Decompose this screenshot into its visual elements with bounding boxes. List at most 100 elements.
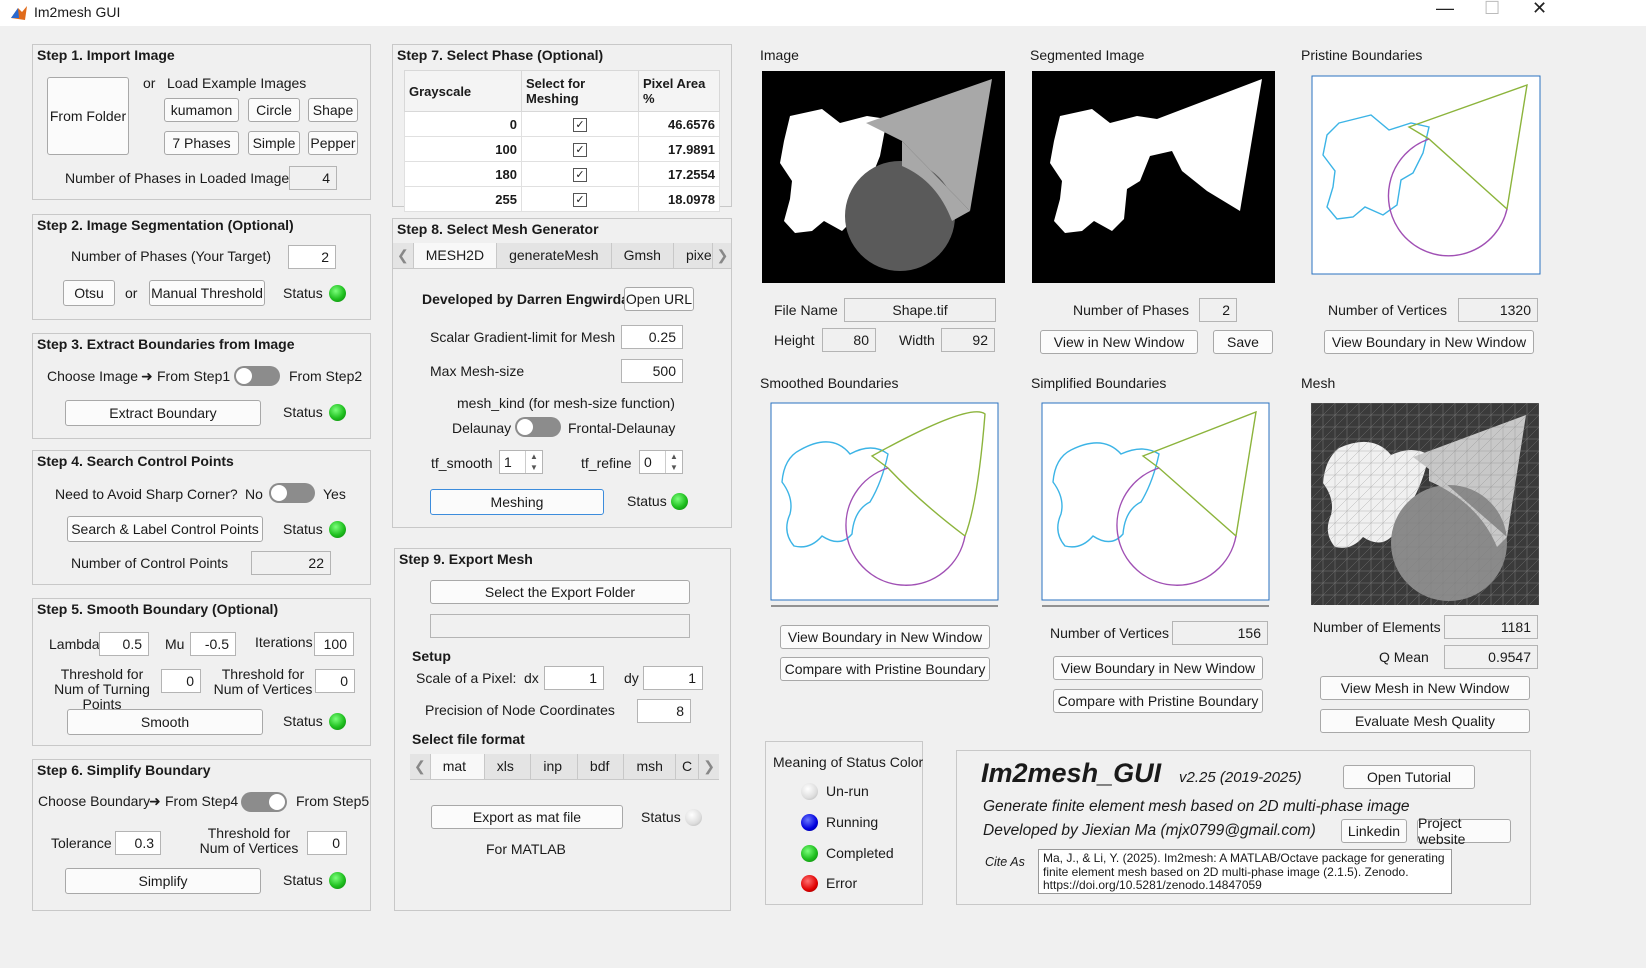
format-scroll-right-icon[interactable]: ❯: [703, 758, 715, 774]
iterations-label: Iterations: [255, 634, 313, 650]
project-website-button[interactable]: Project website: [1417, 815, 1511, 847]
segmented-view-button[interactable]: View in New Window: [1040, 330, 1198, 354]
pristine-view-button[interactable]: View Boundary in New Window: [1324, 330, 1534, 354]
step2-panel: Step 2. Image Segmentation (Optional) Nu…: [32, 214, 371, 320]
maximize-button[interactable]: ☐: [1484, 0, 1501, 18]
tab-xls[interactable]: xls: [485, 754, 532, 779]
max-mesh-size-label: Max Mesh-size: [430, 363, 525, 379]
choose-image-label: Choose Image: [47, 368, 139, 384]
matlab-logo-icon: [11, 6, 27, 20]
select-checkbox[interactable]: ✓: [573, 118, 587, 132]
step3-status-label: Status: [283, 404, 323, 420]
tab-bdf[interactable]: bdf: [578, 754, 625, 779]
spinner-arrows-icon[interactable]: ▲ ▼: [665, 451, 682, 473]
arrow-icon-2: ➜: [149, 793, 161, 809]
linkedin-button[interactable]: Linkedin: [1341, 819, 1407, 843]
tolerance-input[interactable]: 0.3: [115, 831, 161, 855]
step3-status-led: [329, 404, 346, 421]
example-circle-button[interactable]: Circle: [248, 98, 300, 122]
tf-smooth-spinner[interactable]: 1 ▲ ▼: [499, 450, 543, 474]
tab-generatemesh[interactable]: generateMesh: [497, 243, 612, 268]
from-step5-label: From Step5: [296, 793, 370, 809]
simplified-compare-button[interactable]: Compare with Pristine Boundary: [1053, 689, 1263, 713]
max-mesh-size-input[interactable]: 500: [621, 359, 683, 383]
tab-mat[interactable]: mat: [430, 754, 485, 779]
segmented-title: Segmented Image: [1030, 47, 1145, 63]
table-row: 0 ✓ 46.6576: [404, 111, 720, 137]
dx-input[interactable]: 1: [544, 666, 604, 690]
height-label: Height: [774, 332, 815, 348]
open-tutorial-button[interactable]: Open Tutorial: [1343, 765, 1475, 789]
smooth-vertices-label: Threshold for Num of Vertices: [213, 666, 313, 697]
image-title: Image: [760, 47, 799, 63]
mesh-plot: [1311, 403, 1539, 605]
tab-pixel[interactable]: pixe: [674, 243, 713, 268]
tf-refine-spinner[interactable]: 0 ▲ ▼: [639, 450, 683, 474]
height-field: 80: [822, 328, 876, 352]
step5-status-led: [329, 713, 346, 730]
simplify-button[interactable]: Simplify: [65, 868, 261, 894]
otsu-button[interactable]: Otsu: [63, 280, 115, 306]
gradient-limit-label: Scalar Gradient-limit for Mesh: [430, 329, 616, 345]
tab-c[interactable]: C: [676, 754, 700, 779]
tab-gmsh[interactable]: Gmsh: [612, 243, 674, 268]
spinner-arrows-icon[interactable]: ▲ ▼: [525, 451, 542, 473]
dy-input[interactable]: 1: [643, 666, 703, 690]
evaluate-mesh-button[interactable]: Evaluate Mesh Quality: [1320, 709, 1530, 733]
tab-scroll-left-icon[interactable]: ❮: [393, 243, 414, 268]
example-pepper-button[interactable]: Pepper: [308, 131, 358, 155]
simplify-vertices-input[interactable]: 0: [307, 831, 347, 855]
export-mat-button[interactable]: Export as mat file: [431, 805, 623, 829]
format-scroll-left-icon[interactable]: ❮: [410, 754, 431, 779]
window-title: Im2mesh GUI: [34, 4, 121, 20]
gradient-limit-input[interactable]: 0.25: [621, 325, 683, 349]
extract-boundary-button[interactable]: Extract Boundary: [65, 400, 261, 426]
step9-panel: Step 9. Export Mesh Select the Export Fo…: [394, 548, 731, 911]
tab-scroll-right-icon[interactable]: ❯: [716, 247, 729, 263]
meshing-button[interactable]: Meshing: [430, 489, 604, 515]
example-7phases-button[interactable]: 7 Phases: [164, 131, 239, 155]
file-format-tabs: ❮ mat xls inp bdf msh C ❯: [410, 754, 719, 780]
from-step1-label: From Step1: [157, 368, 231, 384]
select-checkbox[interactable]: ✓: [573, 143, 587, 157]
turning-points-input[interactable]: 0: [161, 669, 201, 693]
example-simple-button[interactable]: Simple: [248, 131, 300, 155]
tab-msh[interactable]: msh: [624, 754, 676, 779]
smoothed-view-button[interactable]: View Boundary in New Window: [780, 625, 990, 649]
step8-title: Step 8. Select Mesh Generator: [397, 221, 599, 237]
boundary-source-toggle[interactable]: [241, 792, 287, 812]
manual-threshold-button[interactable]: Manual Threshold: [149, 280, 265, 306]
phase-table: Grayscale Select for Meshing Pixel Area …: [404, 70, 720, 212]
minimize-button[interactable]: —: [1436, 0, 1454, 18]
mesh-kind-toggle[interactable]: [515, 417, 561, 437]
mesh-view-button[interactable]: View Mesh in New Window: [1320, 676, 1530, 700]
step7-panel: Step 7. Select Phase (Optional) Grayscal…: [392, 44, 732, 212]
select-export-folder-button[interactable]: Select the Export Folder: [430, 580, 690, 604]
example-shape-button[interactable]: Shape: [308, 98, 358, 122]
step1-panel: Step 1. Import Image From Folder or Load…: [32, 44, 371, 200]
mu-input[interactable]: -0.5: [190, 632, 236, 656]
tab-inp[interactable]: inp: [531, 754, 578, 779]
image-source-toggle[interactable]: [234, 366, 280, 386]
iterations-input[interactable]: 100: [314, 632, 354, 656]
smoothed-compare-button[interactable]: Compare with Pristine Boundary: [780, 657, 990, 681]
select-checkbox[interactable]: ✓: [573, 168, 587, 182]
open-url-button[interactable]: Open URL: [624, 287, 694, 311]
simplified-view-button[interactable]: View Boundary in New Window: [1053, 656, 1263, 680]
example-kumamon-button[interactable]: kumamon: [164, 98, 239, 122]
close-button[interactable]: ✕: [1532, 0, 1548, 18]
smooth-vertices-input[interactable]: 0: [315, 669, 355, 693]
segmented-save-button[interactable]: Save: [1213, 330, 1273, 354]
smooth-button[interactable]: Smooth: [67, 709, 263, 735]
precision-input[interactable]: 8: [637, 699, 691, 723]
tab-mesh2d[interactable]: MESH2D: [413, 243, 498, 268]
search-control-points-button[interactable]: Search & Label Control Points: [67, 516, 263, 542]
lambda-input[interactable]: 0.5: [99, 632, 149, 656]
tf-refine-label: tf_refine: [581, 455, 632, 471]
target-phases-input[interactable]: 2: [288, 245, 336, 269]
citation-text[interactable]: Ma, J., & Li, Y. (2025). Im2mesh: A MATL…: [1038, 849, 1452, 894]
from-folder-button[interactable]: From Folder: [47, 77, 129, 155]
step2-title: Step 2. Image Segmentation (Optional): [37, 217, 294, 233]
sharp-corner-toggle[interactable]: [269, 483, 315, 503]
select-checkbox[interactable]: ✓: [573, 193, 587, 207]
